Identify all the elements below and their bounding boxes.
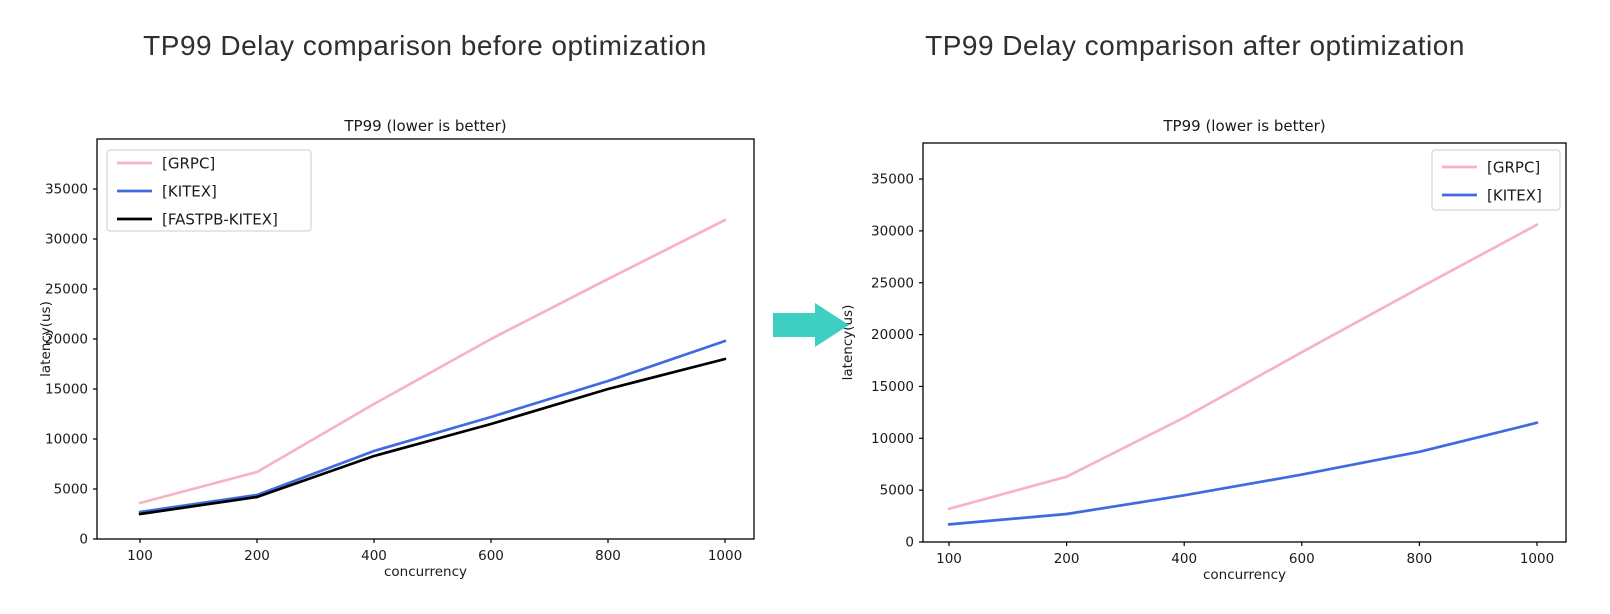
y-tick-label: 5000 (880, 483, 914, 499)
legend-box (106, 149, 312, 232)
legend-label-grpc: [GRPC] (1487, 159, 1540, 177)
y-tick-label: 35000 (871, 172, 914, 188)
x-tick-label: 1000 (1520, 551, 1554, 567)
x-tick-label: 800 (595, 548, 621, 564)
legend-label-grpc: [GRPC] (162, 155, 215, 173)
series-line-fastpb-kitex (138, 357, 727, 516)
chart-title: TP99 (lower is better) (343, 117, 506, 135)
x-tick-label: 400 (361, 548, 387, 564)
y-tick-label: 35000 (45, 182, 88, 198)
x-tick-label: 100 (127, 548, 153, 564)
chart-before-optimization: TP99 (lower is better) 0 5000 10000 15000 200… (38, 117, 755, 580)
x-axis-label: concurrency (1203, 567, 1286, 583)
x-tick-label: 600 (1289, 551, 1315, 567)
y-tick-label: 10000 (871, 431, 914, 447)
x-tick-label: 200 (1054, 551, 1080, 567)
x-tick-label: 800 (1407, 551, 1433, 567)
y-tick-label: 20000 (45, 332, 88, 348)
y-tick-label: 20000 (871, 327, 914, 343)
right-arrow-shape (773, 303, 849, 347)
y-tick-label: 15000 (871, 379, 914, 395)
series-line-kitex (947, 421, 1539, 526)
x-tick-label: 100 (936, 551, 962, 567)
x-axis-label: concurrency (384, 564, 467, 580)
y-tick-label: 0 (905, 535, 914, 551)
x-tick-label: 200 (244, 548, 270, 564)
y-tick-label: 25000 (45, 282, 88, 298)
series-line-kitex (138, 339, 727, 514)
y-tick-label: 10000 (45, 432, 88, 448)
legend-label-kitex: [KITEX] (1487, 187, 1542, 205)
y-axis-label: latency(us) (38, 301, 54, 377)
legend-label-fastpb-kitex: [FASTPB-KITEX] (162, 211, 278, 229)
y-tick-label: 30000 (45, 232, 88, 248)
plot-frame (922, 142, 1567, 543)
series-line-grpc (138, 218, 727, 505)
right-arrow-icon (773, 303, 849, 347)
x-tick-label: 600 (478, 548, 504, 564)
chart-title: TP99 (lower is better) (1162, 117, 1325, 135)
right-chart-heading: TP99 Delay comparison after optimization (925, 30, 1465, 61)
y-tick-label: 15000 (45, 382, 88, 398)
chart-after-optimization: TP99 (lower is better) 0 5000 10000 15000 200… (840, 117, 1567, 583)
y-tick-label: 25000 (871, 275, 914, 291)
x-tick-label: 400 (1171, 551, 1197, 567)
x-tick-label: 1000 (708, 548, 742, 564)
legend-label-kitex: [KITEX] (162, 183, 217, 201)
y-tick-label: 0 (79, 532, 88, 548)
y-tick-label: 30000 (871, 223, 914, 239)
left-chart-heading: TP99 Delay comparison before optimizatio… (143, 30, 707, 61)
series-line-grpc (947, 223, 1539, 511)
y-tick-label: 5000 (54, 482, 88, 498)
